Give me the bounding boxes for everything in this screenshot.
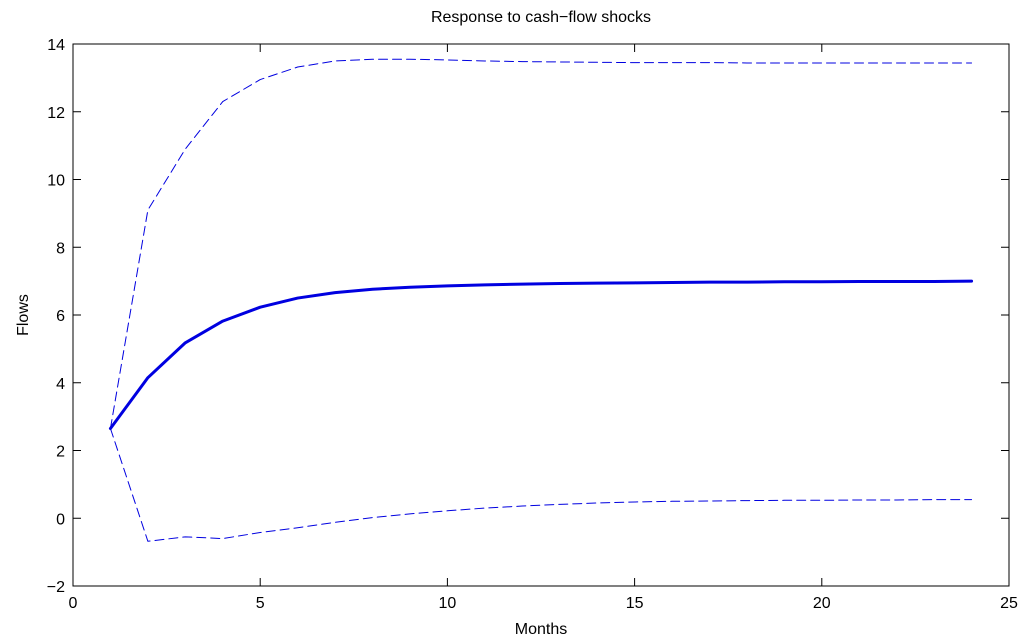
y-tick-label: 2 — [56, 444, 65, 461]
plot-area-frame — [72, 43, 1010, 587]
series-line-lower-band — [109, 427, 973, 542]
y-axis: −2 0 2 4 6 8 10 12 14 — [47, 37, 1009, 596]
x-tick-label: 0 — [69, 595, 78, 612]
x-tick-label: 20 — [813, 595, 831, 612]
x-axis: 0 5 10 15 20 25 — [69, 44, 1018, 612]
series-line-upper-band — [109, 58, 973, 429]
x-tick-label: 5 — [256, 595, 265, 612]
y-tick-label: 14 — [47, 37, 65, 54]
chart-title: Response to cash−flow shocks — [431, 9, 651, 26]
y-tick-label: 4 — [56, 376, 65, 393]
x-axis-title: Months — [515, 621, 567, 638]
x-tick-label: 15 — [626, 595, 644, 612]
series-line-response — [108, 279, 974, 430]
y-tick-label: 8 — [56, 240, 65, 257]
y-tick-label: 0 — [56, 511, 65, 528]
y-tick-label: 12 — [47, 105, 65, 122]
y-tick-label: 10 — [47, 173, 65, 190]
y-tick-label: −2 — [47, 579, 65, 596]
y-axis-title: Flows — [15, 294, 32, 336]
y-tick-label: 6 — [56, 308, 65, 325]
x-tick-label: 25 — [1000, 595, 1018, 612]
x-tick-label: 10 — [439, 595, 457, 612]
series-layer — [108, 58, 974, 542]
